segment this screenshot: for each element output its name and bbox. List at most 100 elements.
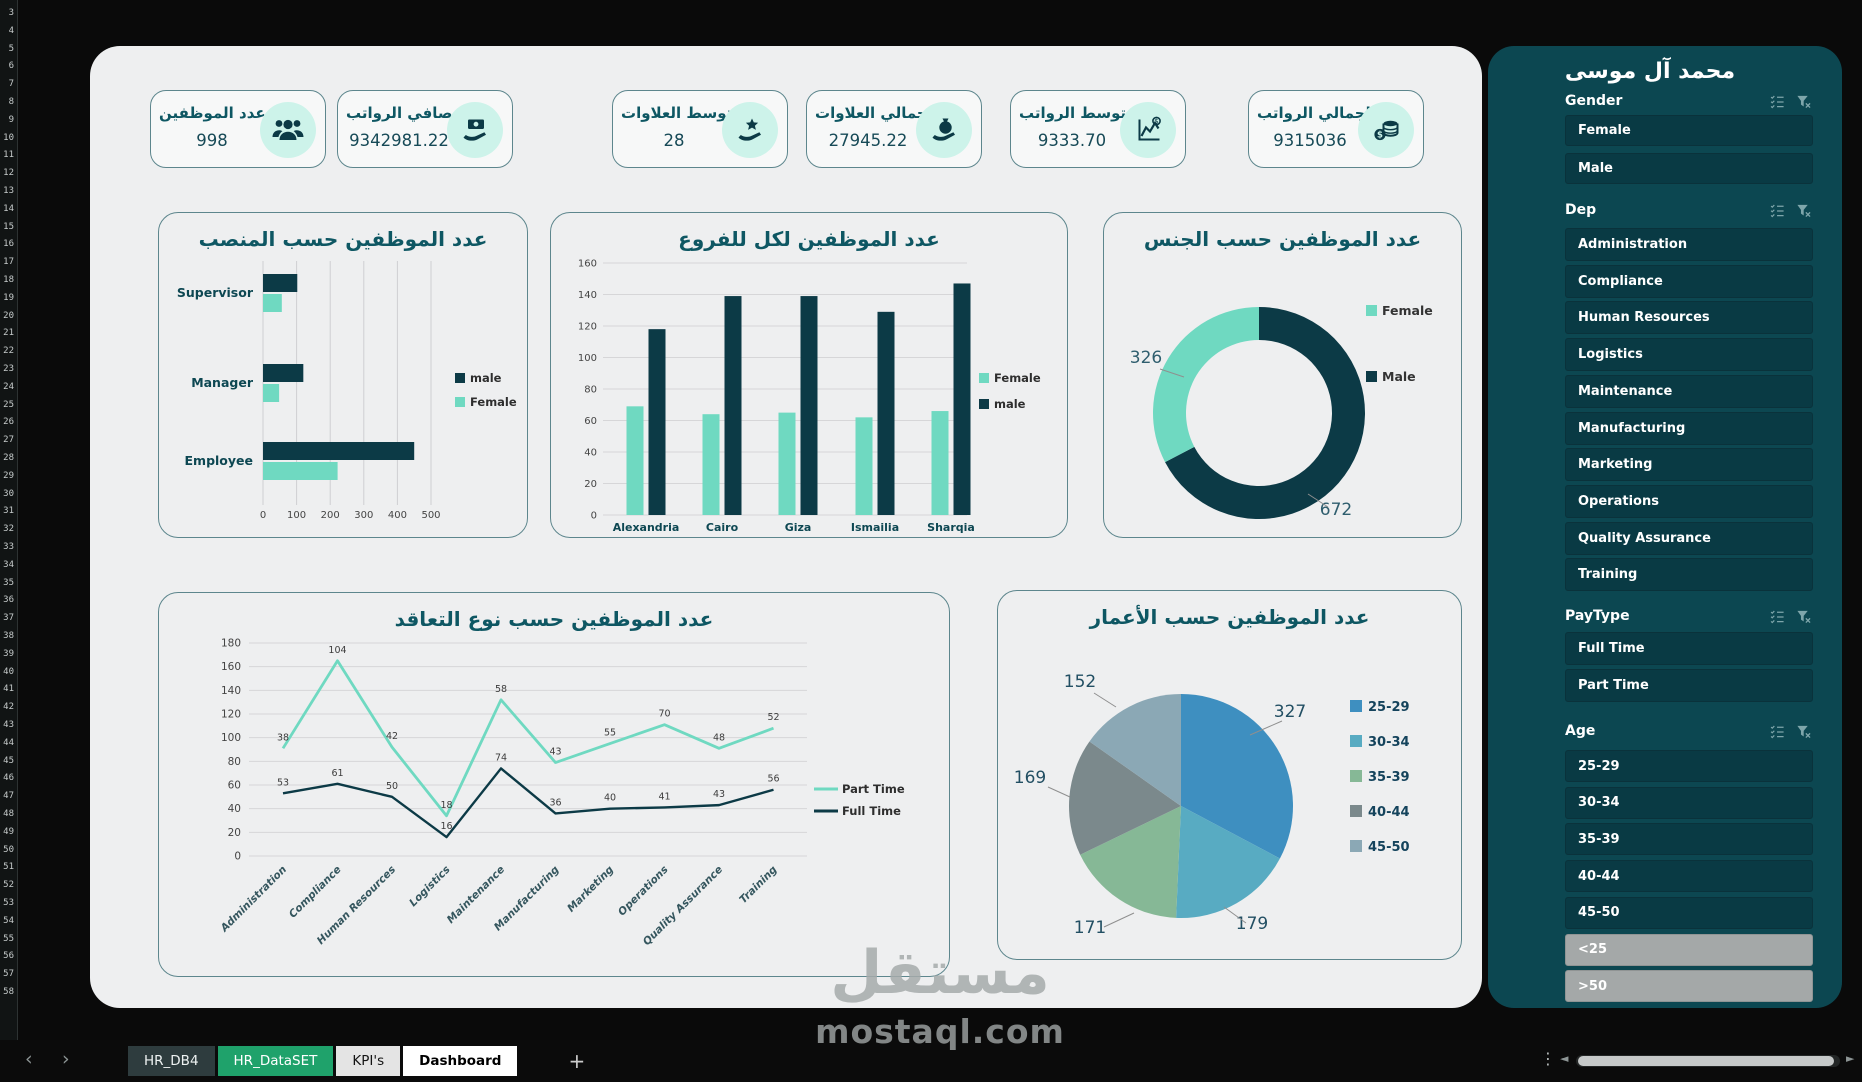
hscroll-left-arrow-icon[interactable]: ◄ (1560, 1052, 1569, 1065)
multiselect-icon[interactable] (1770, 94, 1785, 113)
slicer-item-40-44[interactable]: 40-44 (1565, 860, 1813, 893)
clear-filter-icon[interactable] (1796, 94, 1811, 113)
sheet-tab-bar: ‹ › HR_DB4 HR_DataSET KPI's Dashboard + ⋮ ◄ … (0, 1040, 1862, 1082)
row-number: 34 (3, 559, 14, 570)
slicer-item-part-time[interactable]: Part Time (1565, 668, 1813, 702)
coins-icon: $ (1374, 120, 1399, 141)
slicer-item-label: Compliance (1578, 273, 1663, 289)
slicer-item-manufacturing[interactable]: Manufacturing (1565, 411, 1813, 445)
slicer-item-training[interactable]: Training (1565, 558, 1813, 592)
sheet-tab-hr-db4[interactable]: HR_DB4 (128, 1046, 215, 1076)
svg-text:45-50: 45-50 (1368, 840, 1410, 855)
sheet-tab-kpi-s[interactable]: KPI's (336, 1046, 401, 1076)
multiselect-icon[interactable] (1770, 203, 1785, 222)
slicer-title: Dep (1565, 202, 1597, 218)
kpi-text: صافي الرواتب 9342981.22 (346, 104, 452, 150)
svg-text:43: 43 (549, 747, 561, 758)
slicer-item-female[interactable]: Female (1565, 115, 1813, 146)
svg-text:Supervisor: Supervisor (177, 285, 254, 300)
slicer-item-maintenance[interactable]: Maintenance (1565, 374, 1813, 408)
row-number: 3 (8, 8, 14, 18)
slicer-item-label: 35-39 (1578, 831, 1620, 847)
slicer-item-marketing[interactable]: Marketing (1565, 448, 1813, 482)
slicer-item-quality-assurance[interactable]: Quality Assurance (1565, 521, 1813, 555)
row-number: 27 (3, 435, 14, 446)
dashboard-canvas: عدد الموظفين 998 صافي الرواتب 9342981.22… (90, 46, 1482, 1008)
sheet-nav-left-icon[interactable]: ‹ (25, 1048, 33, 1070)
horizontal-scrollbar[interactable] (1576, 1055, 1840, 1067)
multiselect-icon (1770, 95, 1784, 109)
slicer-item-compliance[interactable]: Compliance (1565, 264, 1813, 298)
slicer-item-label: Quality Assurance (1578, 530, 1711, 546)
svg-text:Employee: Employee (185, 453, 254, 468)
chart-svg-column: 0 20 40 60 80 100 120 140 160 Alexandria Cairo Giza… (578, 259, 1041, 535)
clear-filter-icon[interactable] (1796, 203, 1811, 222)
clear-filter-icon[interactable] (1796, 724, 1811, 743)
kpi-title: عدد الموظفين (159, 104, 266, 122)
svg-text:160: 160 (221, 661, 241, 673)
salary-chart-icon: $ (1138, 116, 1161, 141)
svg-text:60: 60 (584, 416, 597, 427)
svg-text:672: 672 (1320, 500, 1352, 520)
slicer-item-30-34[interactable]: 30-34 (1565, 786, 1813, 819)
row-number: 33 (3, 542, 14, 552)
kpi-card: إجمالي العلاوات 27945.22 (806, 90, 982, 168)
row-number: 37 (3, 613, 14, 624)
multiselect-icon[interactable] (1770, 724, 1785, 743)
watermark-latin: mostaql.com (815, 1012, 1065, 1051)
svg-text:Cairo: Cairo (706, 521, 739, 534)
slicer-item-human-resources[interactable]: Human Resources (1565, 301, 1813, 335)
row-number: 5 (8, 43, 14, 54)
sheet-tab-dashboard[interactable]: Dashboard (403, 1046, 518, 1076)
svg-text:42: 42 (386, 731, 398, 742)
hscroll-right-arrow-icon[interactable]: ► (1846, 1052, 1855, 1065)
slicer-item-label: Part Time (1578, 677, 1649, 693)
slicer-item-full-time[interactable]: Full Time (1565, 632, 1813, 665)
kpi-text: متوسط العلاوات 28 (621, 104, 742, 150)
kpi-card: صافي الرواتب 9342981.22 (337, 90, 513, 168)
row-number: 30 (3, 488, 14, 499)
chart-svg-line: 0 20 40 60 80 100 120 140 160 180 38 53 Administrati… (218, 638, 905, 949)
svg-text:Maintenance: Maintenance (445, 864, 507, 926)
clear-filter-icon[interactable] (1796, 609, 1811, 628)
svg-text:Sharqia: Sharqia (927, 521, 975, 534)
slicer-item-administration[interactable]: Administration (1565, 228, 1813, 261)
slicer-item--25[interactable]: <25 (1565, 933, 1813, 966)
sheet-nav-right-icon[interactable]: › (62, 1048, 70, 1070)
slicer-item-label: >50 (1578, 978, 1607, 994)
sheet-tab-hr-dataset[interactable]: HR_DataSET (217, 1046, 334, 1076)
slicer-item-35-39[interactable]: 35-39 (1565, 823, 1813, 856)
slicer-item-operations[interactable]: Operations (1565, 484, 1813, 518)
slicer-item-male[interactable]: Male (1565, 153, 1813, 184)
svg-text:327: 327 (1274, 702, 1306, 722)
svg-text:Female: Female (994, 371, 1041, 385)
row-number: 17 (3, 257, 14, 268)
row-number: 44 (3, 737, 14, 748)
slicer-item-logistics[interactable]: Logistics (1565, 338, 1813, 372)
slicer-item-label: <25 (1578, 942, 1607, 957)
sheet-menu-dots-icon[interactable]: ⋮ (1540, 1049, 1556, 1068)
row-number: 22 (3, 346, 14, 357)
svg-text:400: 400 (388, 510, 407, 521)
row-number: 38 (3, 631, 14, 641)
svg-text:Full Time: Full Time (842, 804, 901, 818)
svg-text:100: 100 (221, 732, 241, 744)
svg-text:Male: Male (1382, 369, 1416, 384)
svg-text:58: 58 (495, 684, 507, 695)
slicer-item-45-50[interactable]: 45-50 (1565, 896, 1813, 929)
sheet-tabs: HR_DB4 HR_DataSET KPI's Dashboard + (128, 1046, 585, 1076)
slicer-item--50[interactable]: >50 (1565, 970, 1813, 1003)
add-sheet-button[interactable]: + (568, 1049, 586, 1073)
slicer-item-25-29[interactable]: 25-29 (1565, 750, 1813, 782)
multiselect-icon[interactable] (1770, 609, 1785, 628)
svg-text:Marketing: Marketing (565, 863, 616, 914)
horizontal-scrollbar-thumb[interactable] (1578, 1056, 1834, 1066)
row-number: 28 (3, 453, 14, 463)
svg-text:43: 43 (713, 789, 725, 800)
slicer-item-label: Male (1578, 161, 1613, 176)
svg-text:Operations: Operations (616, 864, 671, 919)
kpi-icon-circle: $ (1120, 102, 1176, 158)
kpi-text: إجمالي الرواتب 9315036 (1257, 104, 1371, 150)
svg-text:50: 50 (386, 781, 398, 792)
